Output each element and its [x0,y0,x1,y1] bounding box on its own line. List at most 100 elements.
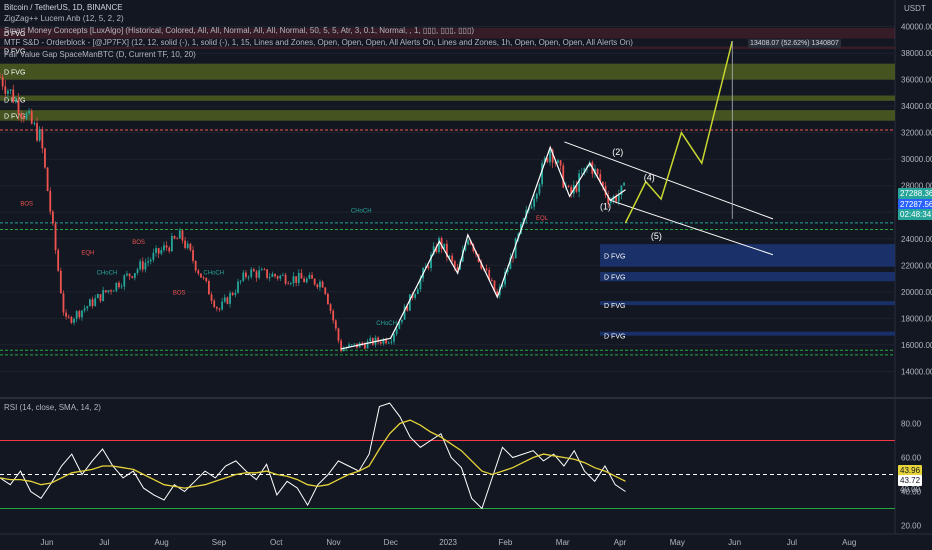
candle-body [263,269,266,271]
candle-body [292,276,295,284]
candle-body [184,240,187,248]
candle-body [170,236,173,252]
candle-body [596,168,599,175]
candle-body [260,269,263,271]
candle-body [38,129,41,141]
candle-body [274,273,276,277]
current-price-tag: 27288.36 [898,188,932,199]
candle-body [567,185,570,187]
candle-body [157,248,160,254]
time-tick-label: Jul [787,538,797,547]
candle-body [242,272,245,281]
candle-body [239,280,242,282]
candle-body [165,245,168,248]
rsi-ma-tag: 43.96 [898,465,923,476]
candle-body [99,294,102,301]
fvg-zone-label: D FVG [4,31,25,38]
candle-body [51,211,54,224]
candle-body [96,294,99,299]
candle-body [435,246,438,253]
candle-body [398,322,401,329]
candle-body [218,308,221,310]
price-tick-label: 30000.00 [901,155,932,164]
countdown-tag: 02:48:34 [898,209,932,220]
candle-body [83,308,86,311]
fvg-zone [0,63,895,80]
indicator-zigzag[interactable]: ZigZag++ Lucem Anb (12, 5, 2, 2) [4,14,124,23]
candle-body [44,148,46,168]
structure-label: BOS [20,202,33,208]
candle-body [202,277,205,279]
candle-body [377,337,380,342]
fvg-zone [0,46,895,50]
rsi-tick-label: 40.00 [901,488,922,497]
price-tick-label: 34000.00 [901,102,932,111]
second-price-tag: 27287.56 [898,199,932,210]
candle-body [313,278,316,285]
candle-body [192,250,194,261]
candle-body [366,341,369,349]
candle-body [580,173,583,175]
candle-body [501,284,504,287]
rsi-title[interactable]: RSI (14, close, SMA, 14, 2) [4,403,101,412]
candle-body [168,247,171,252]
candle-body [189,243,192,251]
candle-body [549,149,551,163]
structure-label: CHoCH [376,321,397,327]
candle-body [152,252,155,260]
candle-body [120,286,123,288]
candle-body [231,292,234,295]
candle-body [268,276,271,278]
candle-body [480,261,483,269]
fvg-zone [600,271,895,282]
rsi-pane[interactable]: 20.00 40.00 60.00 80.00 [0,402,922,531]
candle-body [94,298,97,306]
candle-body [107,290,110,293]
candle-body [615,196,618,202]
candle-body [430,254,432,269]
candle-body [59,270,62,294]
candle-body [506,269,509,273]
candle-body [194,260,197,271]
candle-body [78,311,81,318]
candle-body [160,250,163,254]
candle-body [623,182,625,186]
time-tick-label: Oct [270,538,283,547]
fvg-zone-label: D FVG [604,253,625,260]
candle-body [324,287,327,294]
indicator-fvg[interactable]: Fair Value Gap SpaceManBTC (D, Current T… [4,50,196,59]
candle-body [147,261,149,263]
candle-body [144,262,147,270]
candle-body [7,90,9,94]
time-tick-label: Aug [154,538,168,547]
price-tick-label: 18000.00 [901,314,932,323]
candle-body [451,255,454,262]
price-tick-label: 40000.00 [901,23,932,32]
candle-body [46,167,49,192]
indicator-mtf[interactable]: MTF S&D - Orderblock - [@JP7FX] (12, 12,… [4,38,633,47]
candle-body [223,297,226,302]
symbol-title[interactable]: Bitcoin / TetherUS, 1D, BINANCE [4,3,123,12]
candle-body [73,318,75,323]
candle-body [22,116,25,119]
candle-body [453,261,456,268]
time-axis[interactable]: Jun Jul Aug Sep Oct Nov Dec 2023 Feb Mar Apr May Jun… [0,533,932,547]
candle-body [86,306,89,309]
channel-upper [564,141,774,220]
structure-labels: (1) (2) (4) (5) BOS CHoCH EQH EQL BOS CHoCH CHoCH B… [20,147,662,327]
candle-body [562,165,565,188]
candle-body [258,270,261,278]
candle-body [49,191,52,212]
candle-body [393,333,395,342]
indicator-smc[interactable]: Smart Money Concepts [LuxAlgo] (Historic… [4,26,475,35]
fvg-zone [600,301,895,306]
time-tick-label: Sep [212,538,227,547]
candle-body [89,299,91,307]
candle-body [252,269,255,272]
wave-label: (2) [612,147,623,157]
candle-body [408,294,411,311]
candle-body [575,185,578,192]
candle-body [289,283,292,284]
candle-body [496,291,499,296]
